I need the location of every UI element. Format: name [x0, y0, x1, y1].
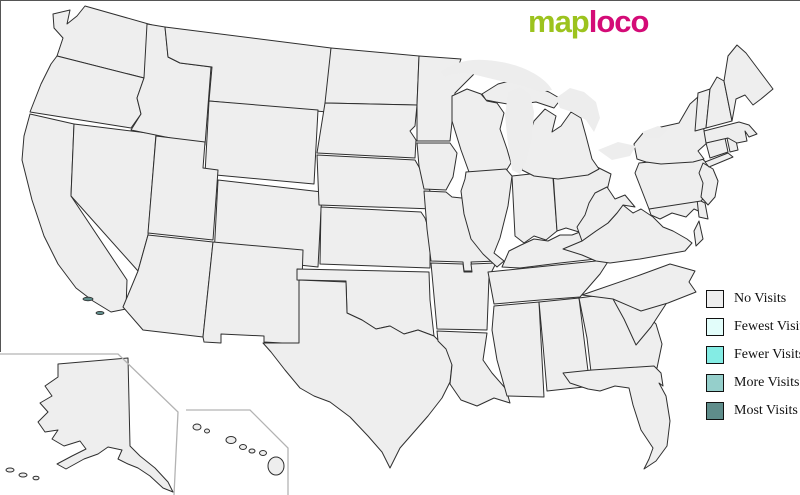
lake-huron — [556, 88, 600, 132]
legend-item-more-visits: More Visits — [706, 374, 800, 392]
hawaii-inset-border — [186, 409, 289, 495]
legend-label: Fewest Visits — [734, 319, 800, 334]
legend-swatch-no-visits — [706, 290, 724, 308]
lake-ontario — [642, 126, 668, 138]
state-illinois — [460, 168, 513, 268]
state-michigan-lower — [521, 108, 600, 180]
state-maine — [723, 44, 774, 122]
legend-item-fewest-visits: Fewest Visits — [706, 318, 800, 336]
legend-swatch-more-visits — [706, 374, 724, 392]
state-california-island — [95, 310, 105, 315]
state-new-mexico — [202, 241, 304, 345]
alaska-inset-border — [0, 353, 179, 495]
window-left-edge — [0, 0, 1, 352]
legend-swatch-fewer-visits — [706, 346, 724, 364]
state-massachusetts — [703, 121, 758, 144]
state-hawaii-island — [239, 444, 247, 450]
lake-erie — [598, 142, 636, 160]
state-north-carolina — [581, 263, 697, 312]
state-hawaii-island — [192, 423, 202, 431]
state-new-jersey — [698, 162, 719, 206]
legend-swatch-most-visits — [706, 402, 724, 420]
great-lakes — [440, 59, 668, 174]
state-hawaii-island — [225, 436, 237, 444]
state-hawaii-big-island — [267, 456, 285, 476]
lake-michigan — [505, 87, 534, 174]
legend-item-fewer-visits: Fewer Visits — [706, 346, 800, 364]
state-hawaii-island — [259, 450, 267, 456]
state-north-dakota — [324, 47, 420, 106]
lake-superior — [440, 59, 552, 92]
state-kansas — [319, 206, 431, 269]
state-alaska-aleutian-island — [5, 467, 15, 473]
state-florida — [562, 365, 671, 470]
state-louisiana — [436, 330, 511, 407]
state-arkansas — [430, 262, 497, 331]
state-alaska — [37, 357, 174, 493]
state-virginia-eastern-shore — [693, 220, 704, 247]
window-top-edge — [0, 0, 800, 1]
state-nebraska — [316, 154, 435, 210]
legend-item-no-visits: No Visits — [706, 290, 800, 308]
state-pennsylvania — [634, 156, 714, 210]
inset-borders — [0, 353, 289, 495]
state-indiana — [511, 171, 558, 244]
maploco-logo[interactable]: maploco — [528, 4, 650, 39]
state-alaska-aleutian-island — [32, 475, 40, 481]
state-hawaii-island — [204, 428, 210, 434]
state-delaware — [696, 198, 709, 220]
state-hawaii-island — [248, 448, 256, 454]
logo-map-text: map — [528, 4, 590, 39]
state-iowa — [416, 142, 458, 191]
state-new-york-long-island — [704, 152, 734, 168]
legend-swatch-fewest-visits — [706, 318, 724, 336]
logo-loco-text: loco — [588, 4, 650, 39]
state-texas — [262, 279, 453, 469]
visits-legend: No Visits Fewest Visits Fewer Visits Mor… — [706, 290, 800, 420]
state-wyoming — [204, 100, 319, 185]
legend-label: Fewer Visits — [734, 347, 800, 362]
state-west-virginia — [576, 186, 636, 242]
state-missouri — [423, 190, 499, 272]
legend-label: No Visits — [734, 291, 787, 306]
states-group — [5, 5, 774, 493]
legend-label: Most Visits — [734, 403, 798, 418]
legend-label: More Visits — [734, 375, 800, 390]
state-south-dakota — [316, 102, 418, 159]
state-utah — [147, 135, 219, 241]
state-wisconsin — [451, 88, 512, 173]
state-california-island — [82, 296, 94, 302]
state-alaska-aleutian-island — [18, 472, 28, 478]
state-california — [21, 113, 128, 313]
legend-item-most-visits: Most Visits — [706, 402, 800, 420]
